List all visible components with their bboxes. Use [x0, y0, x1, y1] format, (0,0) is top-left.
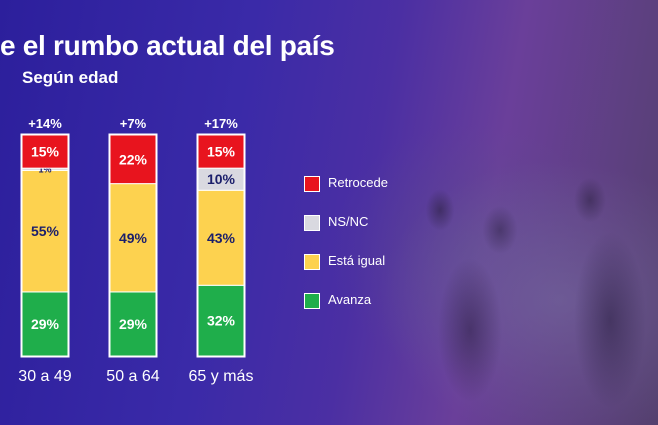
data-label-retrocede: 22%: [119, 151, 148, 167]
legend-swatch: [304, 176, 320, 192]
data-label-ns-nc: 10%: [207, 171, 236, 187]
page-title: e el rumbo actual del país: [0, 30, 335, 61]
legend-label: Retrocede: [328, 175, 388, 190]
legend-label: Avanza: [328, 292, 372, 307]
legend-swatch: [304, 293, 320, 309]
bar-segment-retrocede: [197, 134, 245, 169]
bar-segment-avanza: [109, 291, 157, 357]
bar-segment-esta-igual: [197, 189, 245, 286]
background-crowd: [380, 170, 658, 425]
category-label: 50 a 64: [106, 368, 159, 385]
category-label: 30 a 49: [18, 368, 71, 385]
net-label: +17%: [204, 116, 238, 131]
data-label-avanza: 32%: [207, 313, 236, 329]
data-label-retrocede: 15%: [207, 144, 236, 160]
data-label-esta-igual: 43%: [207, 230, 236, 246]
bar-segment-retrocede: [109, 134, 157, 185]
page-subtitle: Según edad: [22, 68, 119, 87]
data-label-avanza: 29%: [31, 316, 60, 332]
data-label-retrocede: 15%: [31, 144, 60, 160]
legend-label: Está igual: [328, 253, 386, 268]
category-label: 65 y más: [189, 368, 254, 385]
bar-segment-avanza: [197, 284, 245, 357]
legend-swatch: [304, 215, 320, 231]
data-label-esta-igual: 49%: [119, 230, 148, 246]
data-label-esta-igual: 55%: [31, 223, 60, 239]
bar-segment-retrocede: [21, 134, 69, 169]
data-label-avanza: 29%: [119, 316, 148, 332]
net-label: +7%: [120, 116, 147, 131]
data-label-ns-nc: 1%: [38, 164, 51, 174]
legend-label: NS/NC: [328, 214, 369, 229]
net-label: +14%: [28, 116, 62, 131]
bar-segment-esta-igual: [109, 183, 157, 293]
legend-swatch: [304, 254, 320, 270]
